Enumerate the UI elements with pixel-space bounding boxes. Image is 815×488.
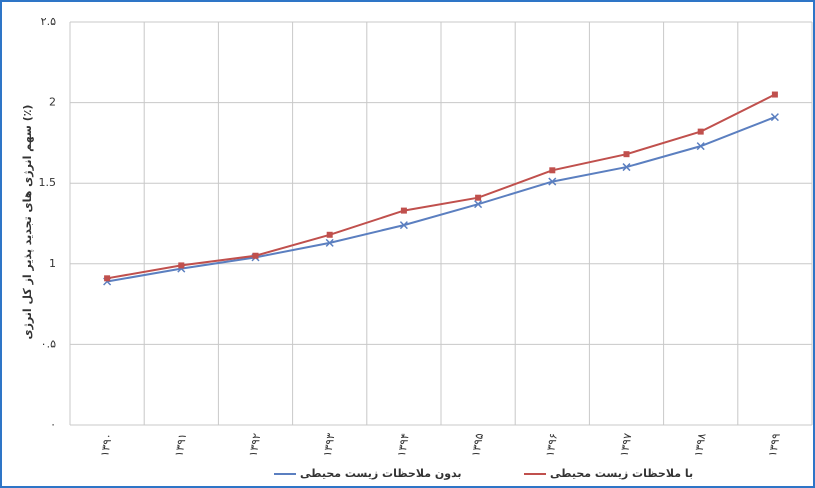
marker (623, 151, 630, 158)
series-line (106, 93, 776, 280)
marker (400, 207, 407, 214)
y-tick-label: ۰.۵ (41, 337, 56, 350)
marker (770, 113, 779, 122)
x-tick-label: ۱۳۹۸ (692, 432, 709, 458)
x-tick-label: ۱۳۹۳ (321, 432, 338, 458)
marker (548, 177, 557, 186)
legend-label: با ملاحظات زیست محیطی (550, 467, 693, 480)
y-tick-label: ۲.۵ (41, 15, 56, 28)
x-tick-label: ۱۳۹۶ (543, 432, 560, 458)
marker (549, 167, 556, 174)
marker (697, 128, 704, 135)
marker (771, 91, 778, 98)
y-axis-label: سهم انرژی های تجدید پذیر از کل انرژی (٪) (21, 105, 34, 340)
marker (399, 221, 408, 230)
marker (104, 275, 111, 282)
x-tick-label: ۱۳۹۹ (766, 432, 783, 458)
legend-label: بدون ملاحظات زیست محیطی (300, 467, 462, 480)
y-tick-label: 2 (49, 96, 56, 109)
x-tick-label: ۱۳۹۲ (247, 432, 264, 458)
x-tick-label: ۱۳۹۵ (469, 432, 486, 458)
y-tick-label: 1 (49, 257, 56, 270)
y-tick-label: ۰ (50, 418, 56, 431)
series-line (106, 116, 776, 283)
marker (325, 238, 334, 247)
marker (252, 252, 259, 259)
y-tick-label: 1.5 (39, 176, 57, 189)
marker (696, 142, 705, 151)
marker (178, 262, 185, 269)
x-tick-label: ۱۳۹۷ (618, 432, 635, 458)
marker (474, 200, 483, 209)
x-tick-label: ۱۳۹۰ (98, 432, 115, 458)
x-tick-label: ۱۳۹۴ (395, 432, 412, 458)
x-tick-label: ۱۳۹۱ (172, 432, 189, 458)
marker (326, 231, 333, 238)
marker (475, 194, 482, 201)
marker (622, 163, 631, 172)
